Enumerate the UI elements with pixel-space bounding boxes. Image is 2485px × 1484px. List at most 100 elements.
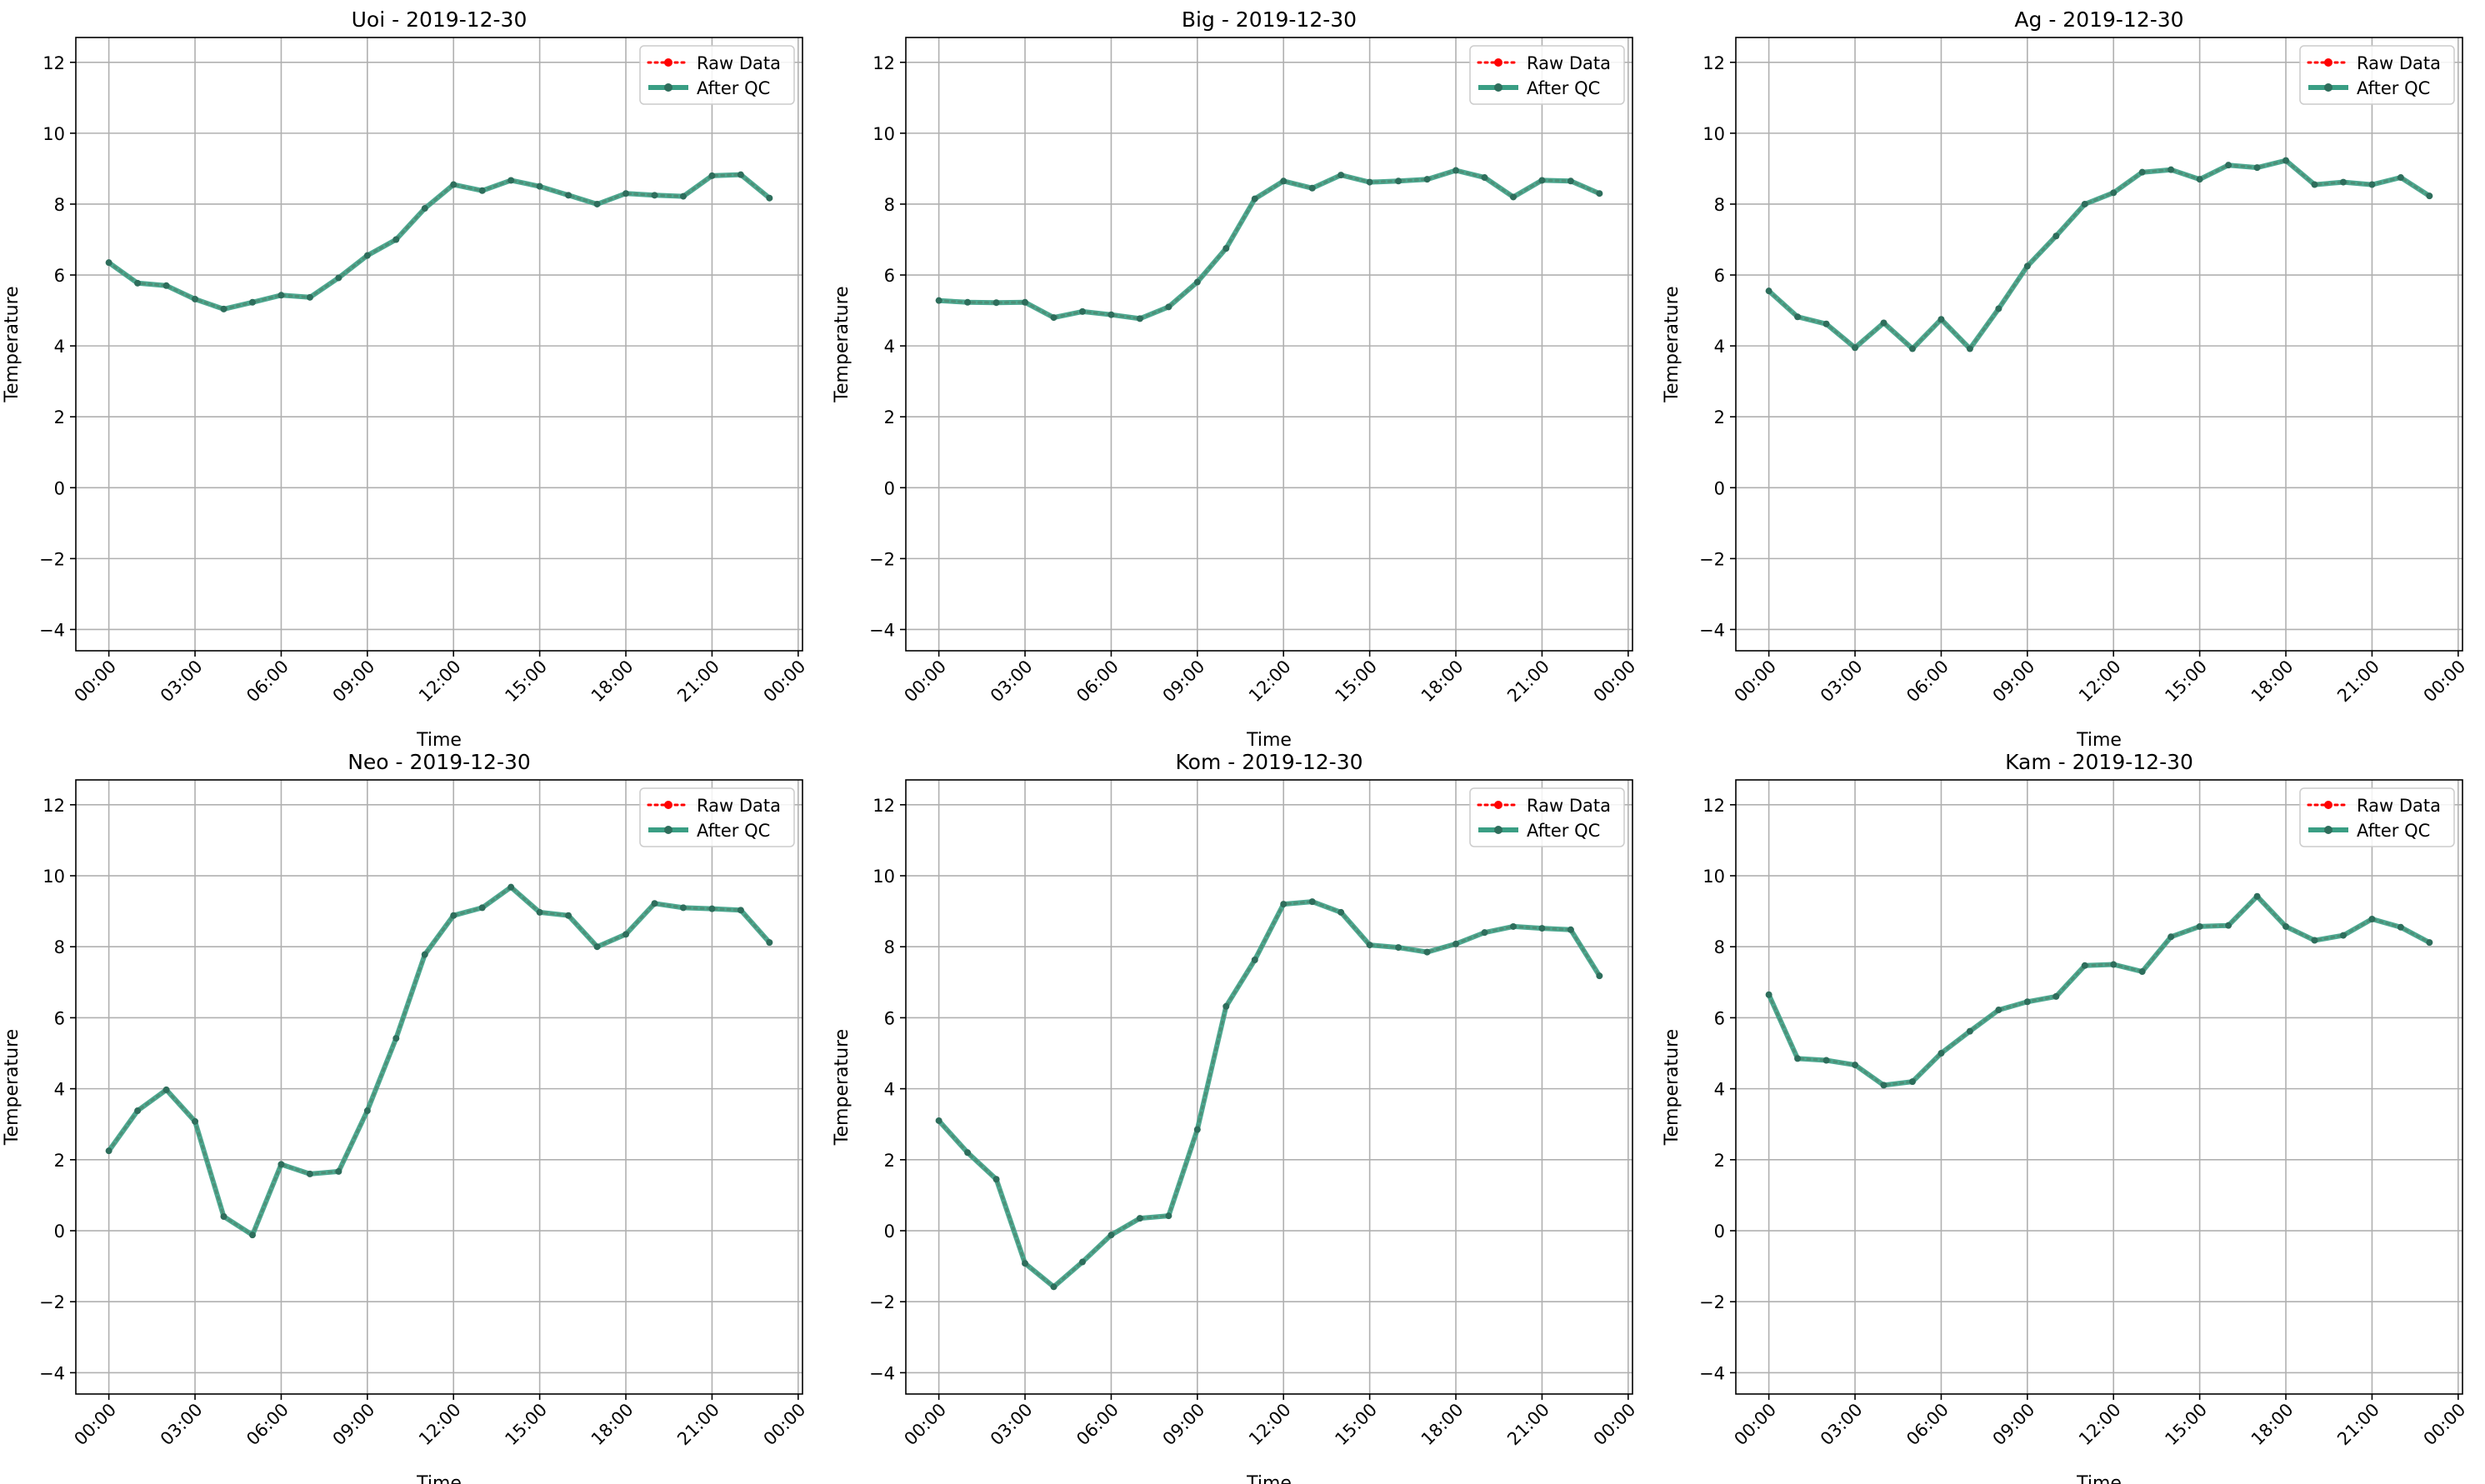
after-qc-point	[2052, 992, 2060, 1000]
y-axis-label: Temperature	[1662, 286, 1682, 402]
after-qc-point	[335, 274, 342, 282]
x-tick-label: 21:00	[2333, 657, 2383, 707]
y-tick-label: 4	[54, 337, 65, 357]
legend-qc-label: After QC	[1527, 821, 1600, 841]
legend-raw-marker	[1494, 58, 1502, 67]
y-tick-label: −2	[1699, 1292, 1725, 1312]
after-qc-point	[1538, 925, 1546, 932]
legend-qc-marker	[1494, 826, 1502, 834]
after-qc-point	[105, 1147, 112, 1155]
after-qc-point	[2225, 922, 2232, 929]
raw-data-line	[108, 885, 771, 1237]
legend-raw-marker	[2324, 801, 2332, 809]
x-tick-label: 12:00	[1245, 657, 1295, 707]
after-qc-point	[1938, 1050, 1945, 1057]
after-qc-point	[992, 1176, 1000, 1183]
plot-frame	[75, 37, 803, 652]
x-tick-label: 00:00	[2420, 657, 2470, 707]
x-tick-label: 06:00	[1072, 1400, 1122, 1450]
y-tick-label: 10	[1702, 124, 1725, 144]
legend: Raw Data After QC	[2299, 787, 2455, 847]
after-qc-point	[2168, 166, 2175, 173]
after-qc-point	[1338, 908, 1345, 916]
after-qc-point	[450, 181, 458, 188]
legend-raw-label: Raw Data	[2357, 796, 2441, 816]
after-qc-point	[2138, 168, 2146, 176]
legend-raw-label: Raw Data	[1527, 53, 1611, 73]
y-tick-label: 12	[42, 796, 65, 816]
x-tick-label: 00:00	[2420, 1400, 2470, 1450]
after-qc-point	[1078, 1258, 1086, 1266]
after-qc-point	[935, 297, 942, 304]
after-qc-point	[421, 951, 428, 958]
after-qc-point	[1395, 177, 1402, 185]
after-qc-point	[1222, 1002, 1230, 1010]
after-qc-point	[421, 205, 428, 212]
y-tick-label: 10	[1702, 867, 1725, 887]
after-qc-point	[593, 943, 601, 951]
y-tick-label: 8	[54, 195, 65, 215]
plot-frame	[1735, 37, 2463, 652]
after-qc-point	[1022, 1260, 1029, 1267]
y-tick-label: −2	[1699, 549, 1725, 569]
after-qc-point	[651, 192, 658, 199]
y-axis-label: Temperature	[1662, 1029, 1682, 1146]
after-qc-point	[935, 1117, 942, 1124]
y-tick-label: −4	[39, 620, 65, 640]
after-qc-point	[2168, 933, 2175, 941]
after-qc-point	[1966, 345, 1973, 352]
x-tick-label: 18:00	[2248, 657, 2298, 707]
x-tick-label: 03:00	[157, 657, 207, 707]
x-tick-label: 03:00	[987, 657, 1037, 707]
after-qc-point	[2339, 932, 2347, 939]
y-tick-label: −2	[39, 1292, 65, 1312]
after-qc-point	[1251, 195, 1258, 202]
y-tick-label: −4	[1699, 620, 1725, 640]
legend-raw-label: Raw Data	[2357, 53, 2441, 73]
after-qc-point	[1078, 307, 1086, 315]
y-tick-label: 8	[54, 937, 65, 957]
legend: Raw Data After QC	[1469, 787, 1625, 847]
after-qc-point	[964, 298, 972, 306]
after-qc-point	[1108, 1232, 1115, 1239]
legend-qc-label: After QC	[2357, 78, 2430, 98]
after-qc-point	[2023, 998, 2031, 1006]
after-qc-point	[220, 305, 228, 312]
x-tick-label: 00:00	[1730, 1400, 1780, 1450]
after-qc-line	[1766, 893, 2431, 1088]
x-tick-label: 15:00	[1331, 1400, 1381, 1450]
after-qc-point	[363, 1107, 371, 1115]
x-tick-label: 03:00	[1817, 1400, 1867, 1450]
y-tick-label: −4	[869, 620, 895, 640]
after-qc-point	[766, 939, 773, 947]
y-tick-label: 2	[54, 407, 65, 427]
x-tick-label: 00:00	[70, 1400, 120, 1450]
chart-panel-1: −4 −2 0 2 4 6 8 10 12 00:00 03:00 06:00 09:00 12:00 15…	[2, 7, 809, 751]
after-qc-point	[478, 904, 486, 912]
after-qc-point	[2081, 962, 2088, 969]
plot-frame	[75, 779, 803, 1395]
x-tick-label: 06:00	[1902, 657, 1952, 707]
y-tick-label: 12	[1702, 53, 1725, 73]
after-qc-point	[679, 192, 687, 200]
after-qc-point	[220, 1212, 228, 1220]
after-qc-point	[2282, 922, 2290, 930]
y-tick-label: 6	[54, 1008, 65, 1028]
y-tick-label: −2	[39, 549, 65, 569]
after-qc-point	[1596, 190, 1603, 197]
after-qc-point	[162, 1086, 170, 1093]
x-tick-label: 03:00	[157, 1400, 207, 1450]
after-qc-point	[1966, 1027, 1973, 1035]
y-axis-label: Temperature	[832, 1029, 852, 1146]
after-qc-point	[2397, 923, 2404, 931]
x-tick-label: 18:00	[588, 657, 638, 707]
x-tick-label: 06:00	[242, 1400, 292, 1450]
x-tick-label: 09:00	[329, 657, 379, 707]
x-tick-label: 09:00	[1989, 1400, 2039, 1450]
x-tick-label: 00:00	[900, 1400, 950, 1450]
y-tick-label: 4	[1714, 1080, 1725, 1100]
y-tick-label: 8	[1714, 937, 1725, 957]
y-tick-label: 8	[884, 937, 895, 957]
legend-qc-label: After QC	[697, 821, 770, 841]
y-tick-label: 4	[884, 1080, 895, 1100]
